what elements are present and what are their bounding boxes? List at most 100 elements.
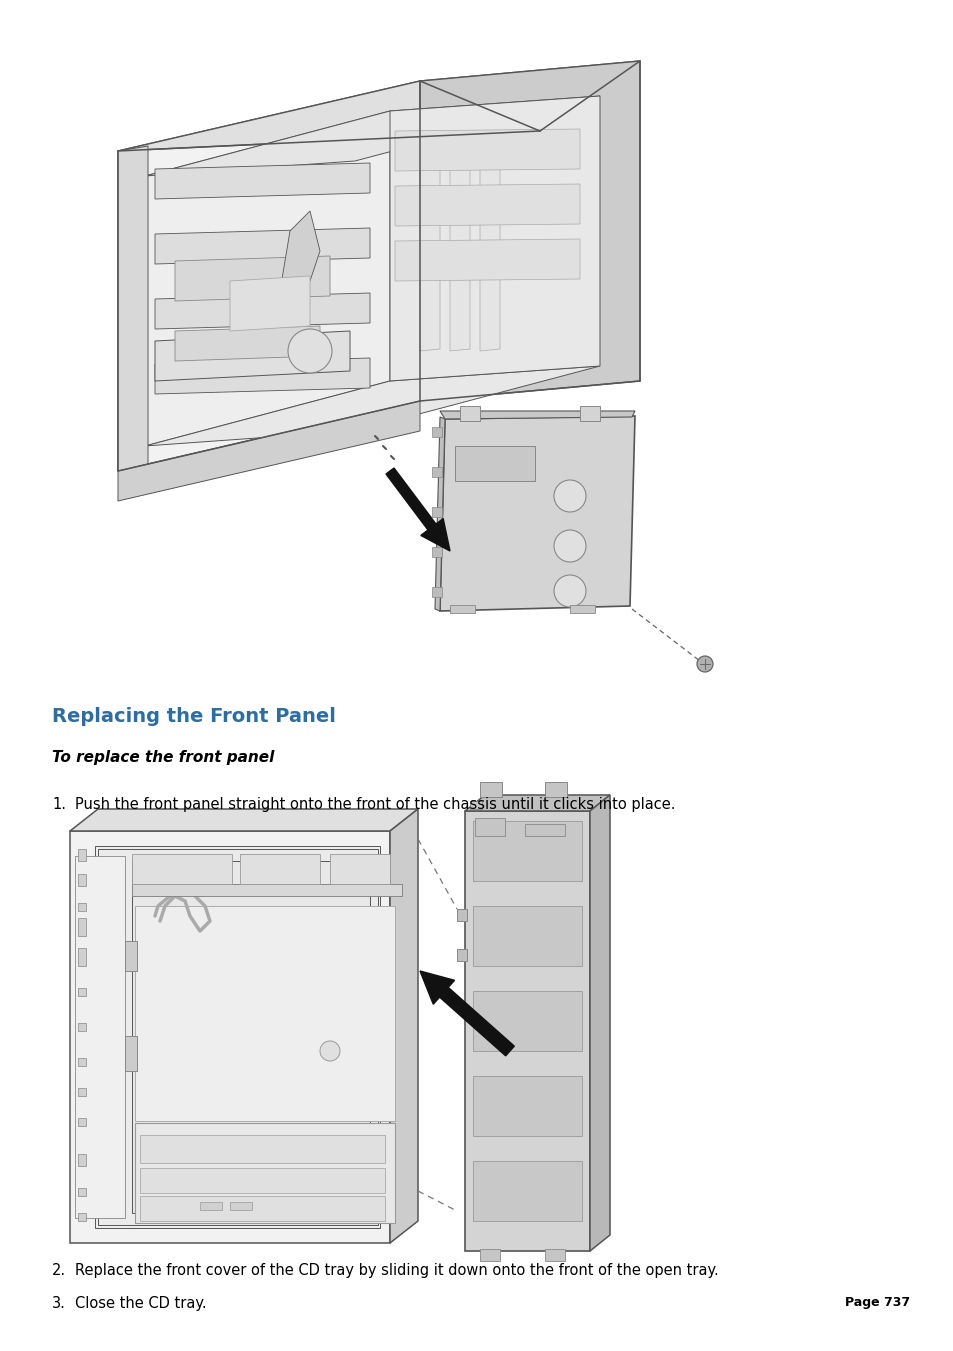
Polygon shape [154, 331, 350, 381]
Bar [240, 854, 319, 884]
Polygon shape [118, 401, 419, 501]
Bar [78, 1119, 86, 1125]
Bar [78, 917, 86, 936]
Bar [475, 817, 504, 836]
Bar [135, 1123, 395, 1223]
Polygon shape [145, 111, 390, 446]
Polygon shape [439, 416, 635, 611]
Bar [78, 948, 86, 966]
Bar [140, 1196, 385, 1221]
Polygon shape [154, 228, 370, 263]
Polygon shape [464, 811, 589, 1251]
Polygon shape [174, 255, 330, 301]
Text: Replace the front cover of the CD tray by sliding it down onto the front of the : Replace the front cover of the CD tray b… [75, 1263, 718, 1278]
Bar [125, 1036, 137, 1071]
Bar [544, 1250, 564, 1260]
Bar [432, 467, 441, 477]
Polygon shape [589, 794, 609, 1251]
Polygon shape [70, 831, 390, 1243]
Polygon shape [280, 211, 319, 290]
Bar [78, 902, 86, 911]
Circle shape [554, 576, 585, 607]
Bar [132, 884, 401, 896]
Polygon shape [118, 81, 419, 471]
Polygon shape [390, 96, 599, 381]
Circle shape [288, 330, 332, 373]
Polygon shape [450, 149, 470, 351]
Polygon shape [419, 149, 439, 351]
Bar [544, 782, 566, 797]
Bar [132, 854, 232, 884]
Bar [455, 446, 535, 481]
Polygon shape [479, 149, 499, 351]
Bar [432, 547, 441, 557]
Bar [230, 1202, 252, 1210]
Bar [473, 821, 581, 881]
Polygon shape [459, 407, 479, 422]
Bar [78, 988, 86, 996]
Bar [140, 1135, 385, 1163]
Bar [473, 1161, 581, 1221]
Bar [78, 848, 86, 861]
Polygon shape [435, 417, 444, 611]
Polygon shape [464, 794, 609, 811]
Bar [432, 586, 441, 597]
Bar [135, 907, 395, 1121]
Polygon shape [395, 128, 579, 172]
Text: To replace the front panel: To replace the front panel [52, 750, 274, 765]
Text: 1.: 1. [52, 797, 66, 812]
Bar [473, 1075, 581, 1136]
Bar [432, 427, 441, 436]
Polygon shape [95, 846, 379, 1228]
Bar [78, 874, 86, 886]
Bar [473, 992, 581, 1051]
Text: Close the CD tray.: Close the CD tray. [75, 1296, 207, 1310]
Bar [78, 1154, 86, 1166]
Text: 3.: 3. [52, 1296, 66, 1310]
Text: Page 737: Page 737 [844, 1296, 909, 1309]
Polygon shape [395, 184, 579, 226]
Bar [78, 1023, 86, 1031]
Polygon shape [98, 848, 377, 1225]
Bar [569, 605, 595, 613]
Polygon shape [70, 809, 417, 831]
Bar [450, 605, 475, 613]
Polygon shape [154, 163, 370, 199]
Text: Replacing the Front Panel: Replacing the Front Panel [52, 707, 335, 725]
Polygon shape [174, 326, 319, 361]
Bar [479, 1250, 499, 1260]
Circle shape [554, 480, 585, 512]
Polygon shape [395, 239, 579, 281]
Polygon shape [75, 857, 125, 1219]
Polygon shape [230, 276, 310, 331]
Circle shape [554, 530, 585, 562]
Bar [125, 942, 137, 971]
Polygon shape [419, 61, 639, 401]
Bar [456, 948, 467, 961]
Bar [78, 1188, 86, 1196]
Bar [78, 1058, 86, 1066]
Text: Push the front panel straight onto the front of the chassis until it clicks into: Push the front panel straight onto the f… [75, 797, 675, 812]
Bar [479, 782, 501, 797]
Bar [470, 801, 481, 809]
Bar [78, 1213, 86, 1221]
Bar [140, 1169, 385, 1193]
Polygon shape [579, 407, 599, 422]
FancyArrow shape [386, 467, 450, 551]
Polygon shape [118, 61, 639, 151]
Bar [456, 909, 467, 921]
Polygon shape [154, 293, 370, 330]
Text: 2.: 2. [52, 1263, 66, 1278]
Polygon shape [132, 861, 370, 1213]
Polygon shape [145, 96, 599, 176]
Polygon shape [390, 809, 417, 1243]
Bar [78, 1088, 86, 1096]
Bar [524, 824, 564, 836]
Circle shape [319, 1042, 339, 1061]
Polygon shape [118, 146, 148, 471]
Polygon shape [145, 366, 599, 446]
Bar [473, 907, 581, 966]
Circle shape [697, 657, 712, 671]
Polygon shape [154, 358, 370, 394]
Bar [432, 507, 441, 517]
